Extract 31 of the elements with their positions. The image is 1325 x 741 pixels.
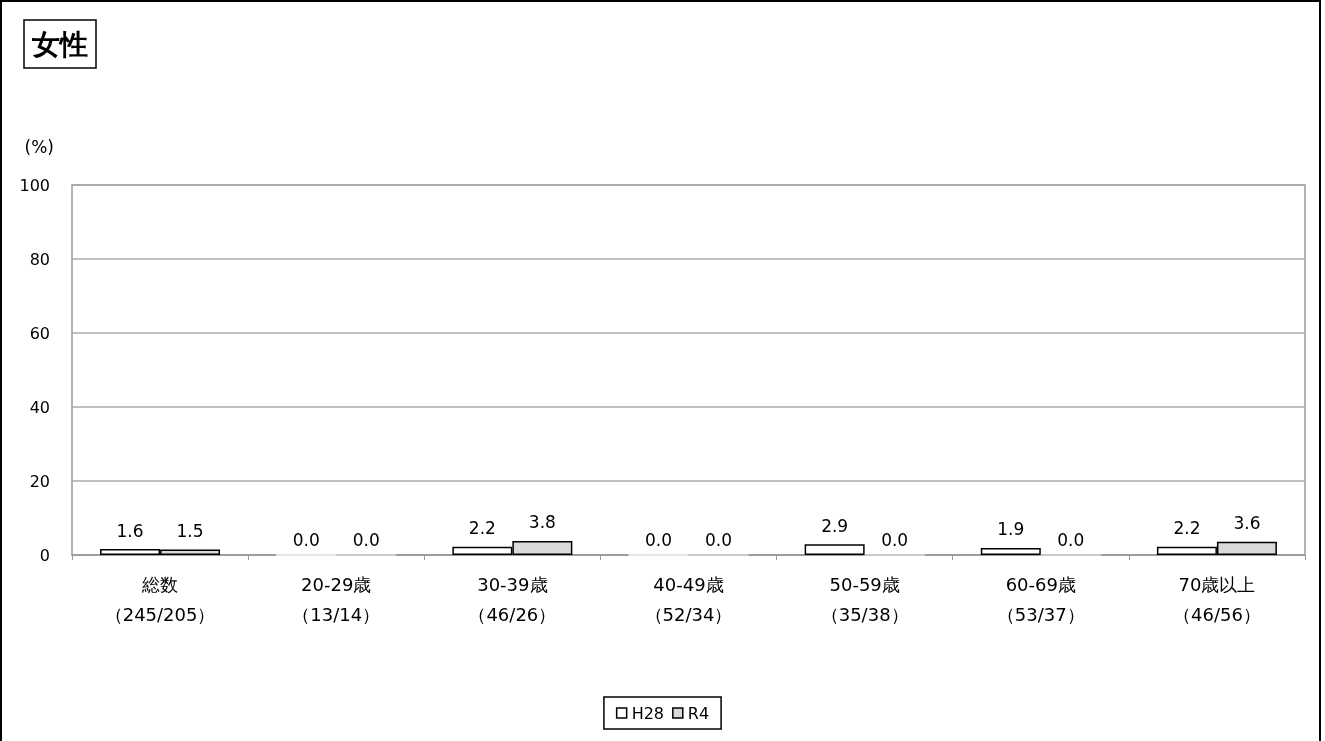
x-tick-label: 20-29歳（13/14） <box>292 573 381 625</box>
data-label: 0.0 <box>881 530 909 550</box>
data-label: 0.0 <box>352 530 380 550</box>
x-tick-label: 70歳以上（46/56） <box>1172 573 1261 625</box>
data-label: 2.2 <box>1173 518 1201 539</box>
data-label: 3.6 <box>1233 513 1261 534</box>
data-label: 0.0 <box>644 530 673 550</box>
x-tick-label: 50-59歳（35/38） <box>820 573 909 625</box>
legend-label: H28 <box>631 703 665 723</box>
y-tick-label: 40 <box>29 397 50 417</box>
data-label: 1.5 <box>176 520 204 541</box>
x-tick-label: 30-39歳（46/26） <box>468 573 557 625</box>
data-label: 2.9 <box>821 515 849 536</box>
y-axis-title: (%) <box>24 136 54 157</box>
data-label: 1.9 <box>997 519 1025 540</box>
data-label: 0.0 <box>1057 530 1085 550</box>
legend-label: R4 <box>687 703 710 723</box>
data-label: 3.8 <box>528 512 556 533</box>
y-tick-label: 0 <box>39 545 50 565</box>
x-tick-label: 総数（245/205） <box>104 573 216 625</box>
y-tick-label: 20 <box>29 471 50 491</box>
data-label: 2.2 <box>468 518 496 539</box>
chart-title: 女性 <box>31 27 88 61</box>
y-tick-label: 60 <box>29 323 50 343</box>
data-label: 0.0 <box>292 530 320 550</box>
data-label: 1.6 <box>116 520 144 541</box>
y-tick-label: 100 <box>19 175 50 195</box>
y-tick-label: 80 <box>29 249 50 269</box>
x-tick-label: 40-49歳（52/34） <box>644 573 733 625</box>
data-label: 0.0 <box>704 530 733 550</box>
x-tick-label: 60-69歳（53/37） <box>996 573 1085 625</box>
